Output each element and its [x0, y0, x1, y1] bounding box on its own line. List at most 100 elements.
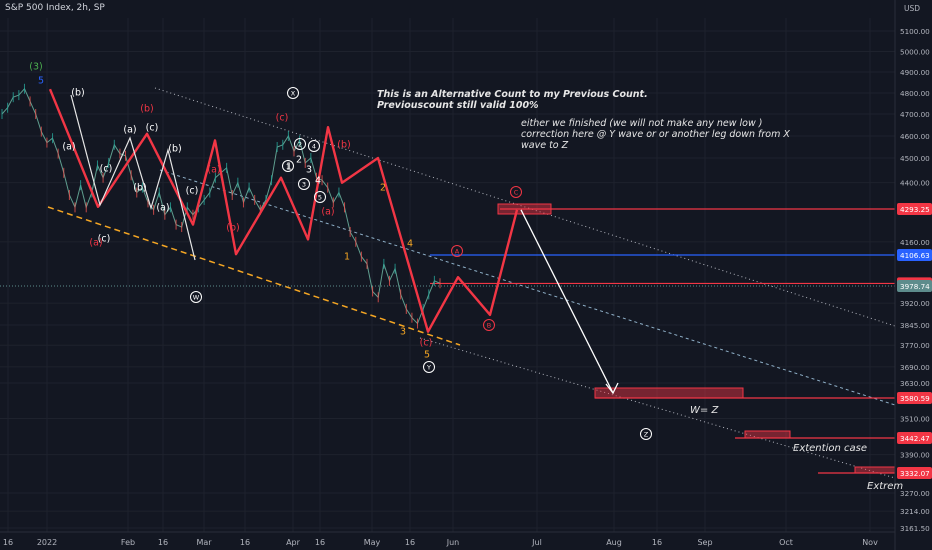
price-tick-label: 3442.47	[900, 434, 930, 443]
price-tick-label: 4900.00	[900, 68, 930, 77]
wave-label: 1	[344, 252, 350, 263]
time-tick-label: Apr	[286, 538, 301, 547]
price-tick-label: 3845.00	[900, 321, 930, 330]
wave-label: Y	[426, 364, 431, 372]
wave-label-circle	[314, 191, 326, 203]
wave-label: (3)	[29, 62, 42, 73]
channel-lines	[47, 87, 896, 479]
price-tick-label: 3161.50	[900, 524, 930, 533]
wave-label: (a)	[321, 207, 334, 218]
price-tag-bg	[897, 432, 932, 444]
wave-labels: (3)5(b)(b)(a) (c)(a)(c)(b)(a)(b) (c)(a)(c)…	[29, 62, 652, 440]
time-tick-label: Feb	[121, 538, 135, 547]
price-tick-label: 3978.74	[900, 282, 930, 291]
zone-extention	[744, 430, 791, 439]
wave-label: 5	[424, 350, 430, 361]
time-tick-label: May	[364, 538, 381, 547]
price-tag-bg	[897, 249, 932, 261]
wave-label: 4	[312, 143, 316, 151]
wave-label: (b)	[337, 140, 350, 151]
zone-extreme	[854, 466, 896, 474]
wave-label: (b)	[71, 88, 84, 99]
wave-label-circle	[423, 361, 435, 373]
wave-label: (c)	[420, 338, 433, 349]
wave-label: 1	[286, 162, 292, 173]
wave-label: (a)	[123, 125, 136, 136]
price-series	[1, 83, 441, 329]
price-tick-label: 4800.00	[900, 89, 930, 98]
annotation-w-eq-z: W= Z	[690, 405, 719, 416]
price-tick-label: 3630.00	[900, 379, 930, 388]
white-wave-path	[70, 94, 196, 261]
price-tick-label: 4600.00	[900, 132, 930, 141]
wave-label-circle	[294, 138, 306, 150]
wave-label-circle	[190, 291, 202, 303]
orange-support-line	[47, 206, 461, 346]
zone-c	[497, 203, 552, 215]
time-tick-label: 2022	[37, 538, 57, 547]
price-tick-label: 4700.00	[900, 110, 930, 119]
price-tick-label: 5100.00	[900, 27, 930, 36]
wave-label: (c)	[186, 186, 199, 197]
wave-label: 3	[306, 165, 312, 176]
annotation-extention: Extention case	[793, 443, 867, 454]
price-tick-label: 4400.00	[900, 179, 930, 188]
currency-label: USD	[904, 4, 920, 13]
wave-label: 2	[298, 141, 302, 149]
time-tick-label: Jun	[446, 538, 460, 547]
time-tick-label: Nov	[862, 538, 878, 547]
wave-label-circle	[483, 319, 495, 331]
wave-label: 1	[286, 163, 290, 171]
zone-w-eq-z	[594, 387, 744, 399]
wave-label: 2	[380, 183, 386, 194]
wave-label: (c)	[100, 164, 113, 175]
wave-label: Z	[644, 431, 649, 439]
price-line	[1, 87, 441, 325]
wave-label: (a)	[89, 238, 102, 249]
time-tick-label: 16	[405, 538, 415, 547]
wave-label: 5	[38, 76, 44, 87]
wave-label: (c)	[98, 234, 111, 245]
annotation-main-1: This is an Alternative Count to my Previ…	[377, 89, 648, 100]
price-tick-label: 4160.00	[900, 238, 930, 247]
annotation-alt-2: correction here @ Y wave or or another l…	[521, 129, 790, 140]
price-tag-bg	[897, 280, 932, 292]
time-tick-label: 16	[240, 538, 250, 547]
projection-arrow-head	[605, 382, 619, 395]
price-tick-label: 4106.63	[900, 251, 930, 260]
wave-label-circle	[308, 140, 320, 152]
wave-label: (c)	[276, 113, 289, 124]
time-tick-label: 16	[652, 538, 662, 547]
time-tick-label: 16	[158, 538, 168, 547]
time-tick-label: Jul	[531, 538, 542, 547]
price-tick-label: 3270.00	[900, 489, 930, 498]
wave-path-line	[48, 88, 519, 333]
grid	[0, 18, 895, 532]
wave-label: (c)	[146, 123, 159, 134]
wave-label: (a)	[156, 203, 169, 214]
time-tick-label: 16	[315, 538, 325, 547]
wave-label: 3	[302, 181, 306, 189]
wave-label: (a)	[207, 165, 220, 176]
wave-label-circle	[510, 186, 522, 198]
annotation-alt-1: either we finished (we will not make any…	[521, 118, 763, 129]
symbol-title: S&P 500 Index, 2h, SP	[5, 3, 105, 13]
price-tick-label: 3214.00	[900, 507, 930, 516]
time-tick-label: Aug	[606, 538, 622, 547]
time-tick-label: Oct	[779, 538, 793, 547]
wave-label: 2	[296, 155, 302, 166]
price-tick-label: 5000.00	[900, 48, 930, 57]
lower-channel-line	[419, 337, 896, 479]
price-tag-bg	[897, 203, 932, 215]
target-zones	[497, 203, 896, 474]
time-tick-label: Sep	[697, 538, 712, 547]
wave-label-circle	[298, 178, 310, 190]
wave-label: 3	[400, 327, 406, 338]
wave-label-circle	[287, 87, 299, 99]
wave-label-circle	[282, 160, 294, 172]
wave-label: A	[455, 248, 460, 256]
wave-label: (b)	[168, 144, 181, 155]
wave-label-circle	[640, 428, 652, 440]
